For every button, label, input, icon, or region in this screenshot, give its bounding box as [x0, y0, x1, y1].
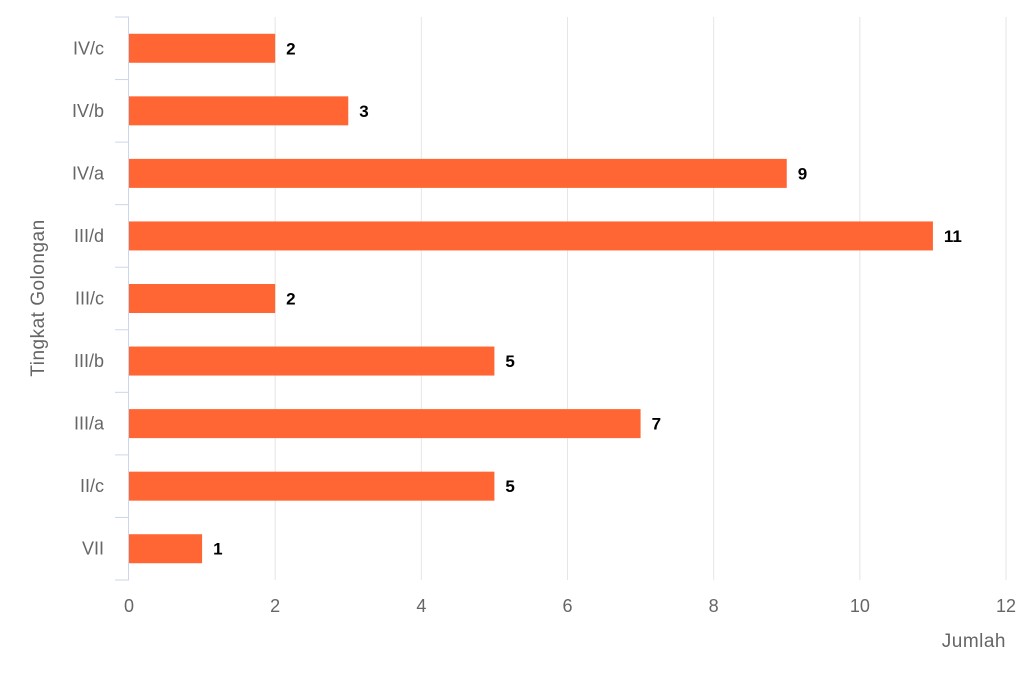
y-tick-label: IV/c — [73, 38, 104, 58]
data-label: 11 — [944, 227, 962, 246]
bar — [129, 346, 495, 376]
y-tick-label: III/c — [75, 289, 104, 309]
value-axis-ticks: 0 2 4 6 8 10 12 — [124, 596, 1016, 616]
data-labels: 2 3 9 11 2 5 7 5 1 — [213, 39, 962, 558]
data-label: 2 — [286, 290, 295, 309]
bar-series — [129, 33, 933, 564]
data-label: 5 — [505, 477, 514, 496]
y-tick-label: III/a — [74, 414, 105, 434]
data-label: 1 — [213, 540, 222, 559]
y-tick-label: II/c — [80, 476, 104, 496]
x-tick-label: 4 — [416, 596, 426, 616]
bar — [129, 96, 349, 126]
bar — [129, 534, 203, 564]
y-tick-label: III/b — [74, 351, 104, 371]
x-tick-label: 10 — [850, 596, 870, 616]
x-axis-title: Jumlah — [942, 631, 1006, 652]
data-label: 3 — [359, 102, 368, 121]
bar — [129, 284, 276, 313]
y-axis-title: Tingkat Golongan — [28, 219, 49, 376]
x-tick-label: 2 — [270, 596, 280, 616]
bar — [129, 221, 933, 251]
data-label: 5 — [505, 352, 514, 371]
x-tick-label: 12 — [996, 596, 1016, 616]
data-label: 2 — [286, 39, 295, 58]
bar — [129, 471, 495, 501]
x-tick-label: 8 — [709, 596, 719, 616]
x-tick-label: 6 — [562, 596, 572, 616]
y-tick-label: VII — [82, 539, 104, 559]
y-tick-label: IV/a — [72, 163, 105, 183]
y-tick-label: III/d — [74, 226, 104, 246]
bar — [129, 158, 787, 188]
data-label: 7 — [652, 415, 661, 434]
bar — [129, 33, 276, 63]
data-label: 9 — [798, 164, 807, 183]
category-axis: IV/c IV/b IV/a III/d III/c III/b III/a II/c VII — [72, 16, 129, 581]
x-tick-label: 0 — [124, 596, 134, 616]
bar — [129, 409, 641, 439]
y-tick-label: IV/b — [72, 101, 104, 121]
